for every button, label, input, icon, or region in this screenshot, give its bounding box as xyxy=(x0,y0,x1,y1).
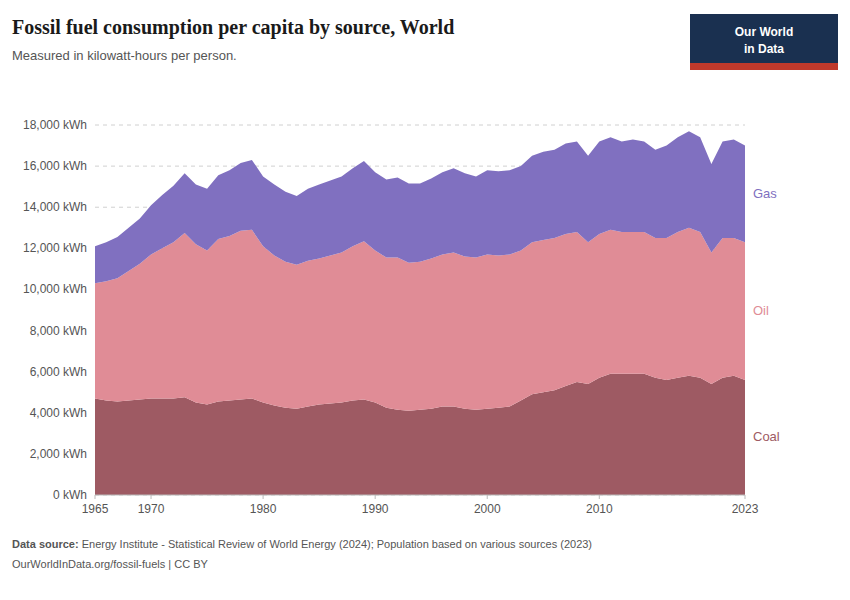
x-tick xyxy=(263,495,264,499)
title: Fossil fuel consumption per capita by so… xyxy=(12,16,454,39)
y-tick-label: 2,000 kWh xyxy=(30,447,87,461)
x-tick-label: 1980 xyxy=(250,502,277,516)
series-label: Coal xyxy=(753,429,780,444)
area xyxy=(95,131,745,283)
x-tick xyxy=(487,495,488,499)
logo-text: Our World xyxy=(735,25,793,39)
logo-text: in Data xyxy=(744,42,784,56)
x-tick-label: 1970 xyxy=(138,502,165,516)
background xyxy=(0,0,850,600)
y-tick-label: 0 kWh xyxy=(53,488,87,502)
x-tick xyxy=(151,495,152,499)
logo-bar xyxy=(690,63,838,70)
y-tick-label: 6,000 kWh xyxy=(30,365,87,379)
areas xyxy=(95,131,745,495)
chart: 0 kWh 2,000 kWh 4,000 kWh 6,000 kWh 8,000 kW… xyxy=(0,0,850,600)
grid-line xyxy=(95,125,745,126)
x-tick xyxy=(375,495,376,499)
x-tick-label: 1965 xyxy=(82,502,109,516)
x-tick xyxy=(599,495,600,499)
x-tick xyxy=(745,495,746,499)
x-axis-line xyxy=(95,495,745,496)
y-tick-label: 4,000 kWh xyxy=(30,406,87,420)
series-label: Oil xyxy=(753,303,769,318)
source-url: OurWorldInData.org/fossil-fuels | CC BY xyxy=(12,558,208,570)
x-tick-label: 2000 xyxy=(474,502,501,516)
source-text: Energy Institute - Statistical Review of… xyxy=(79,538,592,550)
y-tick-label: 10,000 kWh xyxy=(23,282,87,296)
y-tick-label: 18,000 kWh xyxy=(23,118,87,132)
x-tick-label: 2010 xyxy=(586,502,613,516)
y-tick-label: 16,000 kWh xyxy=(23,159,87,173)
logo: Our World in Data xyxy=(690,14,838,70)
series-label: Gas xyxy=(753,186,777,201)
y-tick-label: 14,000 kWh xyxy=(23,200,87,214)
logo-box xyxy=(690,14,838,70)
source-note: Data source: Energy Institute - Statisti… xyxy=(12,538,592,550)
subtitle: Measured in kilowatt-hours per person. xyxy=(12,48,237,63)
source-label: Data source: xyxy=(12,538,79,550)
y-tick-label: 8,000 kWh xyxy=(30,324,87,338)
y-tick-label: 12,000 kWh xyxy=(23,241,87,255)
x-tick-label: 1990 xyxy=(362,502,389,516)
grid xyxy=(95,125,745,495)
grid-line xyxy=(95,495,745,496)
x-tick xyxy=(95,495,96,499)
x-tick-label: 2023 xyxy=(732,502,759,516)
